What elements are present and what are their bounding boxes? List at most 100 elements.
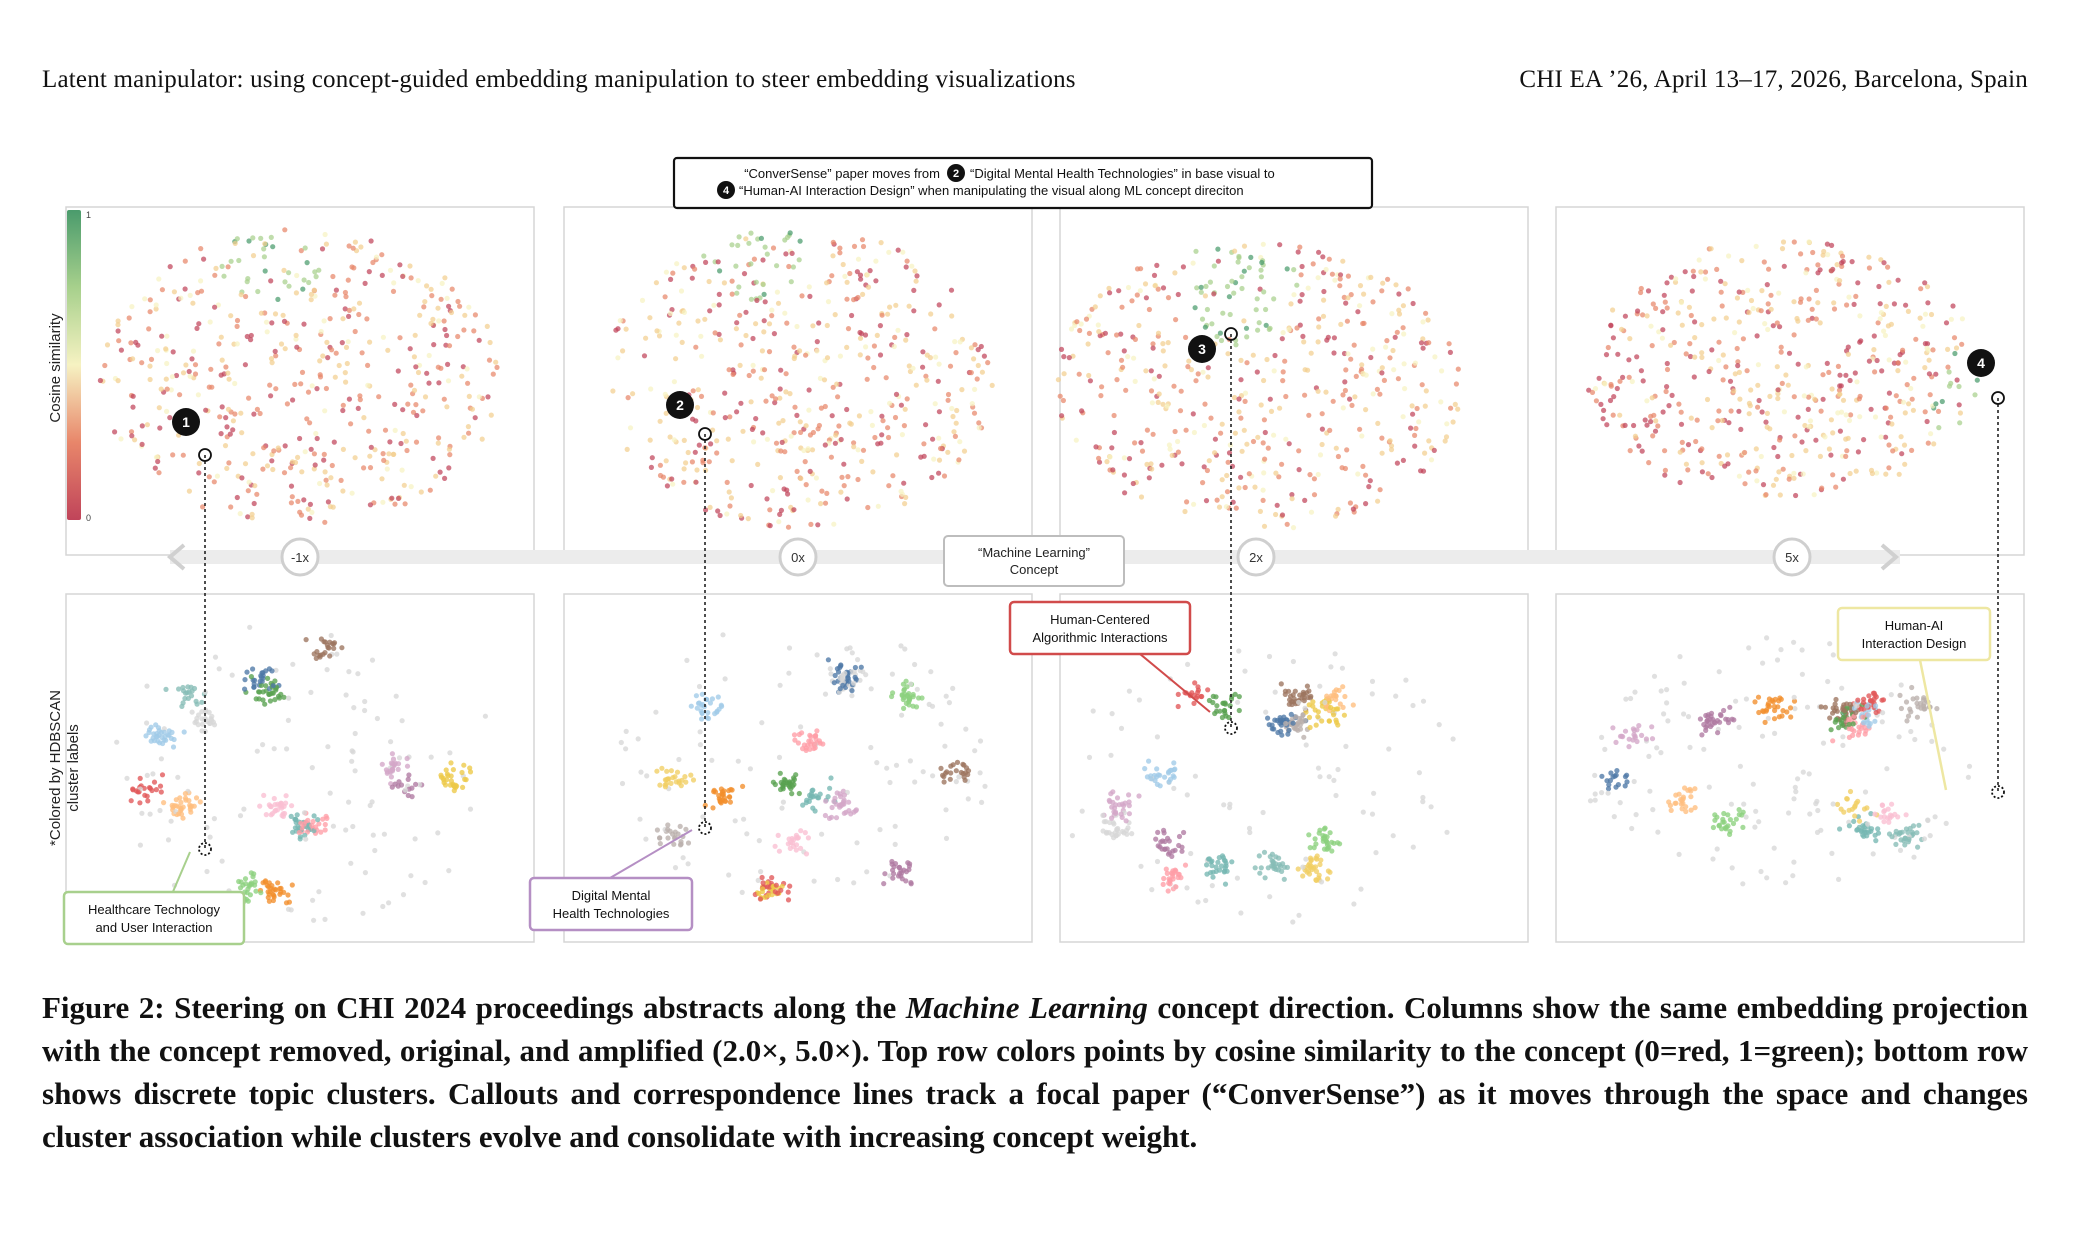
scatter-point [762, 244, 768, 250]
scatter-point [702, 802, 708, 809]
scatter-point [352, 328, 358, 335]
scatter-point [1831, 300, 1837, 306]
scatter-point [784, 320, 790, 326]
scatter-point [1720, 819, 1726, 825]
scatter-point [321, 451, 327, 457]
scatter-point [667, 434, 673, 440]
scatter-point [1123, 387, 1129, 393]
scatter-point [313, 274, 319, 280]
scatter-point [1100, 812, 1106, 819]
scatter-point [1221, 708, 1227, 714]
scatter-point [1263, 306, 1269, 313]
scatter-point [903, 678, 909, 684]
scatter-point [856, 413, 863, 419]
scatter-point [467, 765, 473, 771]
scatter-point [1152, 283, 1158, 289]
scatter-point [268, 278, 274, 284]
scatter-point [305, 389, 312, 395]
scatter-point [1847, 470, 1853, 477]
scatter-point [1952, 350, 1958, 357]
scatter-point [1592, 791, 1598, 797]
scatter-point [1914, 830, 1920, 836]
scatter-point [855, 657, 861, 663]
scatter-point [895, 327, 901, 333]
scatter-point [710, 805, 716, 811]
scatter-point [1799, 439, 1805, 445]
scatter-point [1199, 693, 1205, 700]
scatter-point [1868, 406, 1874, 412]
scatter-point [1129, 831, 1135, 837]
scatter-point [1855, 798, 1861, 805]
scatter-point [1785, 382, 1791, 388]
scatter-point [1830, 430, 1836, 436]
scatter-point [859, 237, 866, 243]
scatter-point [267, 698, 273, 704]
scatter-point [180, 370, 187, 376]
marker-1-label: 1 [182, 414, 190, 430]
scatter-point [163, 346, 169, 352]
scatter-point [1428, 804, 1434, 810]
scatter-point [1102, 330, 1108, 336]
scatter-point [303, 637, 309, 643]
scatter-point [301, 321, 307, 327]
scatter-point [1872, 414, 1879, 420]
scatter-point [283, 900, 290, 906]
scatter-point [1692, 354, 1698, 360]
scatter-point [1304, 869, 1310, 875]
scatter-point [819, 831, 825, 837]
scatter-point [397, 262, 403, 268]
scatter-point [904, 332, 910, 338]
scatter-point [1218, 337, 1225, 344]
scatter-point [192, 720, 198, 726]
scatter-point [262, 878, 269, 884]
scatter-point [877, 352, 884, 358]
scatter-point [1338, 321, 1344, 327]
scatter-point [1719, 417, 1725, 424]
scatter-point [769, 393, 775, 399]
scatter-point [288, 813, 294, 820]
scatter-point [1144, 461, 1150, 467]
scatter-point [1966, 763, 1973, 769]
scatter-point [881, 881, 887, 887]
scatter-point [665, 835, 671, 841]
scatter-point [846, 808, 852, 814]
scatter-point [1408, 425, 1414, 431]
scatter-point [844, 496, 850, 502]
scatter-point [692, 266, 698, 272]
scatter-point [969, 401, 975, 407]
scatter-point [841, 461, 847, 467]
scatter-point [1752, 699, 1758, 705]
scatter-point [388, 760, 394, 766]
scatter-point [1420, 468, 1427, 474]
scatter-point [412, 836, 418, 842]
scatter-point [357, 393, 363, 399]
scatter-point [408, 873, 414, 879]
scatter-point [772, 843, 778, 849]
scatter-point [1226, 714, 1232, 721]
scatter-point [325, 744, 331, 750]
scatter-point [669, 307, 675, 313]
scatter-point [1361, 320, 1367, 326]
scatter-point [1764, 410, 1770, 416]
scatter-point [1337, 276, 1343, 282]
scatter-point [726, 367, 732, 373]
scatter-point [1131, 355, 1137, 361]
scatter-point [320, 651, 326, 657]
scatter-point [910, 365, 916, 371]
scatter-point [1263, 322, 1269, 328]
scatter-point [943, 835, 950, 842]
scatter-point [1164, 846, 1170, 852]
scatter-point [227, 431, 233, 437]
scatter-point [446, 446, 452, 452]
scatter-point [807, 468, 813, 474]
scatter-point [901, 695, 907, 701]
scatter-point [395, 368, 401, 374]
scatter-point [1673, 800, 1679, 806]
scatter-point [1640, 312, 1646, 318]
scatter-point [321, 318, 327, 324]
scatter-point [1231, 394, 1238, 401]
scatter-point [144, 793, 150, 799]
scatter-point [1886, 357, 1892, 363]
scatter-point [1908, 728, 1914, 735]
scatter-point [1780, 708, 1786, 714]
